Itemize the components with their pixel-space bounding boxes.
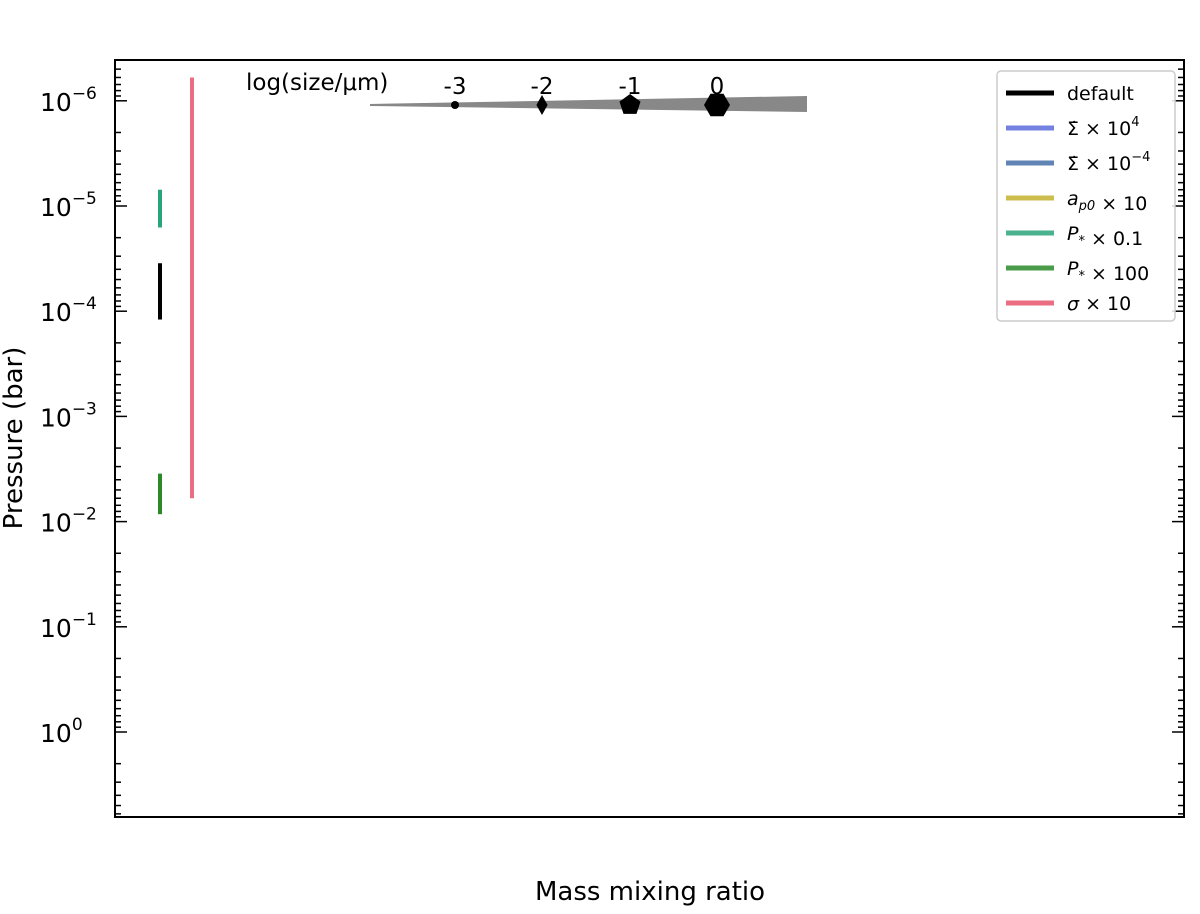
legend-label-0: default: [1067, 83, 1134, 105]
legend-label-4: P* × 0.1: [1067, 223, 1143, 250]
y-axis-title: Pressure (bar): [0, 347, 29, 530]
size-scale: log(size/μm) -3 -2 -1 0: [246, 70, 807, 117]
size-scale-label-1: -2: [531, 74, 554, 100]
size-scale-bar: [370, 96, 807, 112]
legend-label-5: P* × 100: [1067, 258, 1149, 285]
y-tick-label-2: 10−4: [40, 294, 97, 327]
legend-label-6: σ × 10: [1067, 293, 1131, 315]
size-scale-marker-2: [619, 94, 641, 114]
axis-ticks: 10−810−810−710−710−610−610−510−510−410−4…: [40, 68, 1184, 815]
y-tick-label-6: 100: [40, 715, 83, 748]
plot-frame: [114, 59, 1185, 818]
size-scale-label-0: -3: [444, 74, 467, 100]
y-tick-label-1: 10−5: [40, 189, 97, 222]
legend-label-2: Σ̇ × 10−4: [1067, 150, 1150, 175]
y-tick-label-5: 10−1: [40, 610, 97, 643]
size-scale-marker-3: [704, 93, 730, 117]
y-tick-label-0: 10−6: [40, 84, 97, 117]
x-axis-title: Mass mixing ratio: [535, 877, 765, 907]
legend-label-3: ap0 × 10: [1067, 188, 1147, 215]
plot-area: [158, 77, 194, 515]
legend-label-1: Σ̇ × 104: [1067, 115, 1139, 140]
size-scale-marker-1: [536, 95, 548, 115]
size-scale-label-2: -1: [619, 74, 642, 100]
legend-box: [996, 70, 1176, 322]
y-tick-label-3: 10−3: [40, 399, 97, 432]
legend: default Σ̇ × 104 Σ̇ × 10−4 ap0 × 10 P* × 0.1…: [996, 70, 1176, 322]
y-tick-label-4: 10−2: [40, 505, 97, 538]
size-scale-title: log(size/μm): [246, 70, 388, 96]
size-scale-marker-0: [451, 101, 459, 109]
size-scale-label-3: 0: [710, 74, 725, 100]
series-group: [158, 77, 194, 515]
